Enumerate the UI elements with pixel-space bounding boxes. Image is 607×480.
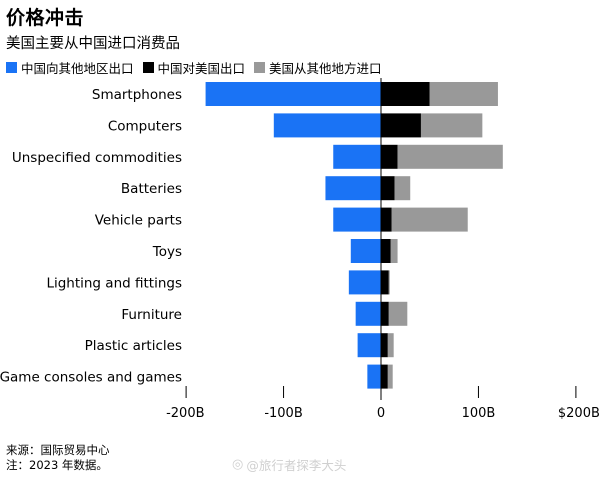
weibo-icon: ◎ (232, 457, 244, 472)
bar-china-to-others (205, 82, 381, 106)
legend-swatch-china-to-others (6, 62, 17, 73)
data-year-note: 注：2023 年数据。 (6, 458, 108, 472)
source-note: 来源：国际贸易中心 (6, 443, 110, 457)
bar-us-from-others (388, 270, 390, 295)
bar-china-to-others (367, 364, 381, 389)
bar-china-to-us (381, 270, 389, 295)
bar-china-to-others (333, 144, 381, 169)
x-tick-label: 0 (377, 406, 385, 421)
bar-china-to-us (381, 239, 391, 263)
legend-item-china-to-us: 中国对美国出口 (142, 58, 246, 77)
bar-us-from-others (394, 176, 411, 201)
bar-us-from-others (387, 364, 393, 389)
chart-title: 价格冲击 (6, 7, 85, 29)
bar-china-to-us (381, 82, 430, 106)
bar-china-to-us (381, 144, 398, 169)
watermark: ◎ @旅行者探李大头 (232, 455, 346, 474)
bar-china-to-others (325, 176, 381, 201)
bar-us-from-others (391, 207, 468, 232)
legend: 中国向其他地区出口 中国对美国出口 美国从其他地方进口 (6, 58, 391, 77)
category-label: Plastic articles (85, 338, 182, 354)
stacked-bar-chart: Smartphones Computers Unspecified commodit… (0, 78, 600, 421)
category-label: Game consoles and games (0, 370, 182, 386)
bar-us-from-others (429, 82, 498, 106)
category-label: Unspecified commodities (12, 150, 182, 166)
legend-item-china-to-others: 中国向其他地区出口 (6, 58, 134, 77)
bar-china-to-us (381, 301, 389, 326)
watermark-text: @旅行者探李大头 (246, 458, 347, 473)
bar-us-from-others (388, 301, 408, 326)
x-tick-label: $200B (558, 406, 600, 421)
bar-china-to-us (381, 333, 388, 358)
chart-notes: 来源：国际贸易中心 注：2023 年数据。 (6, 443, 110, 473)
bar-china-to-others (357, 333, 381, 358)
bar-china-to-us (381, 113, 421, 138)
bar-china-to-others (350, 239, 381, 263)
legend-item-us-from-others: 美国从其他地方进口 (254, 58, 382, 77)
bar-china-to-us (381, 176, 395, 201)
bar-us-from-others (397, 144, 503, 169)
category-label: Toys (152, 244, 182, 260)
category-label: Vehicle parts (95, 213, 182, 229)
bar-us-from-others (390, 239, 398, 263)
category-label: Lighting and fittings (46, 275, 182, 291)
x-tick-label: 100B (462, 406, 496, 421)
bar-china-to-us (381, 364, 388, 389)
bar-us-from-others (420, 113, 483, 138)
category-label: Smartphones (92, 87, 182, 103)
legend-swatch-us-from-others (254, 62, 266, 73)
x-tick-label: -200B (166, 406, 204, 421)
bar-us-from-others (387, 333, 394, 358)
legend-label-china-to-others: 中国向其他地区出口 (21, 61, 134, 76)
chart-subtitle: 美国主要从中国进口消费品 (6, 36, 180, 52)
bar-china-to-others (355, 301, 381, 326)
legend-label-china-to-us: 中国对美国出口 (157, 61, 246, 76)
x-tick-label: -100B (264, 406, 302, 421)
legend-swatch-china-to-us (142, 62, 154, 73)
category-label: Computers (108, 118, 182, 134)
bar-china-to-others (273, 113, 381, 138)
bar-china-to-us (381, 207, 392, 232)
bar-china-to-others (348, 270, 381, 295)
category-label: Furniture (121, 307, 182, 323)
legend-label-us-from-others: 美国从其他地方进口 (269, 61, 382, 76)
category-label: Batteries (121, 181, 182, 197)
bar-china-to-others (333, 207, 381, 232)
